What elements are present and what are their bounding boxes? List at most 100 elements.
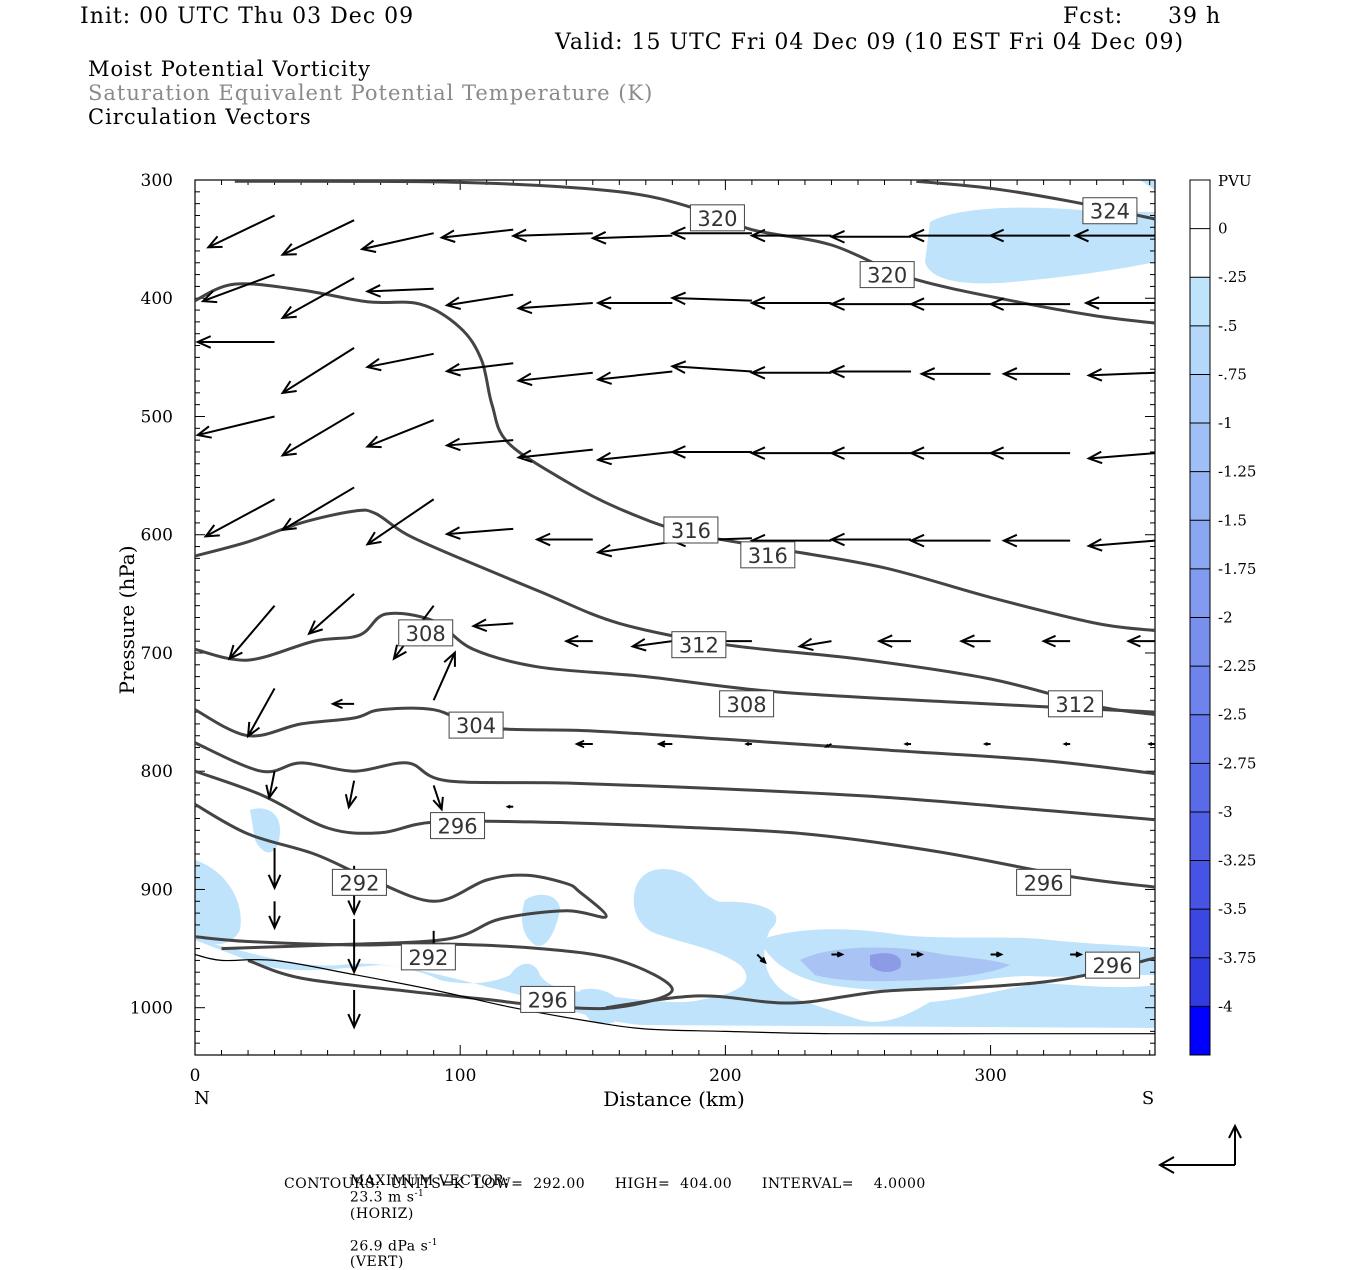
colorbar-swatch (1190, 666, 1210, 716)
circulation-vector (630, 638, 673, 652)
circulation-vector (590, 231, 673, 245)
contour-label: 316 (663, 516, 719, 544)
contour-label-text: 312 (679, 634, 719, 658)
pv-region-core (870, 953, 901, 972)
circulation-vector (200, 273, 275, 304)
circulation-vector (823, 743, 832, 748)
contour-label-text: 296 (1024, 871, 1064, 895)
contour-labels: 320 324 320 316 316 308 312 308 312 304 296 296 292 2… (331, 197, 1141, 1013)
circulation-vector (1086, 450, 1155, 465)
circulation-vector (988, 297, 1071, 311)
circulation-vector (829, 532, 912, 547)
colorbar-label: -1.75 (1218, 560, 1256, 578)
circulation-vector (1001, 533, 1071, 548)
circulation-vector (669, 226, 752, 240)
cross-section-chart: 320 324 320 316 316 308 312 308 312 304 296 296 292 2… (115, 171, 1256, 1174)
colorbar-swatch (1190, 811, 1210, 862)
colorbar-label: -1.25 (1218, 463, 1256, 481)
circulation-vector (1086, 538, 1155, 552)
contour-label: 292 (331, 868, 387, 896)
contour-label-text: 316 (748, 544, 788, 568)
contour-label-text: 324 (1090, 200, 1130, 224)
circulation-vector (364, 284, 434, 298)
circulation-vector (203, 498, 276, 538)
colorbar-swatch (1190, 860, 1210, 910)
contour-label: 320 (859, 261, 915, 289)
circulation-vector (911, 951, 925, 958)
colorbar-label: -.5 (1218, 317, 1237, 335)
field-mpv: Moist Potential Vorticity (88, 57, 371, 81)
contour-316 (195, 282, 1155, 632)
x-tick-label: 0 (190, 1066, 201, 1086)
valid-time: Valid: 15 UTC Fri 04 Dec 09 (10 EST Fri … (555, 30, 1185, 55)
circulation-vector (908, 533, 991, 548)
y-tick-label: 900 (141, 880, 173, 900)
y-tick-label: 700 (141, 644, 173, 664)
colorbar-label: -3.25 (1218, 852, 1256, 870)
circulation-vector (595, 540, 673, 558)
colorbar-label: -.75 (1218, 365, 1247, 383)
circulation-vector (908, 297, 991, 311)
circulation-vector (280, 219, 355, 256)
circulation-vector (829, 297, 912, 311)
circulation-vector (829, 446, 912, 460)
field-vectors: Circulation Vectors (88, 105, 312, 129)
circulation-vector (265, 771, 278, 801)
x-axis-title: Distance (km) (603, 1087, 745, 1111)
circulation-vector (268, 901, 281, 931)
contour-label-text: 320 (867, 264, 907, 288)
circulation-vector (958, 634, 991, 648)
circulation-vector (749, 365, 832, 380)
y-tick-labels: 300 400 500 600 700 800 900 1000 (130, 171, 173, 1019)
colorbar-label: -4 (1218, 997, 1233, 1015)
circulation-vector (656, 740, 673, 748)
colorbar-swatch (1190, 374, 1210, 424)
contour-label-text: 320 (697, 207, 737, 231)
max-horiz-value: 23.3 m s (349, 1189, 415, 1206)
y-tick-label: 300 (141, 171, 173, 191)
x-axis-north-label: N (194, 1088, 210, 1109)
contour-label-text: 296 (528, 988, 568, 1012)
y-tick-label: 1000 (130, 999, 173, 1019)
pv-region-lower (195, 869, 1155, 1028)
x-tick-label: 300 (974, 1066, 1006, 1086)
colorbar-swatch (1190, 617, 1210, 667)
circulation-vector (206, 214, 275, 249)
field-theta-es: Saturation Equivalent Potential Temperat… (88, 81, 654, 105)
ground-surface (195, 953, 1155, 1035)
circulation-vector (344, 780, 358, 810)
circulation-vector (908, 228, 991, 243)
max-vert-exponent: -1 (428, 1237, 439, 1248)
y-tick-label: 400 (141, 289, 173, 309)
contour-label-text: 292 (339, 871, 379, 895)
colorbar-swatch (1190, 423, 1210, 473)
colorbar-label: -1.5 (1218, 511, 1247, 529)
contour-292 (195, 802, 608, 951)
init-time: Init: 00 UTC Thu 03 Dec 09 (80, 4, 415, 29)
contour-label: 292 (400, 943, 456, 971)
pv-region-small3 (579, 988, 625, 1025)
colorbar-swatch (1190, 957, 1210, 1007)
contour-296 (605, 956, 1155, 1010)
contour-label-text: 296 (1093, 954, 1133, 978)
circulation-vector (280, 347, 355, 395)
circulation-vector (595, 370, 673, 385)
circulation-vector (1073, 228, 1155, 243)
circulation-vector (227, 605, 276, 661)
circulation-vector (744, 742, 752, 747)
contour-296 (195, 769, 1155, 889)
pv-region-right-mid (800, 947, 1010, 982)
circulation-vector (516, 371, 593, 387)
circulation-vector (432, 650, 456, 701)
contour-label-text: 308 (727, 693, 767, 717)
pv-shading (195, 180, 1155, 1028)
circulation-vector (195, 415, 275, 439)
contour-label-text: 292 (408, 946, 448, 970)
colorbar-swatch (1190, 909, 1210, 959)
circulation-vector (669, 291, 752, 306)
max-vector-label: MAXIMUM VECTOR: (349, 1173, 510, 1189)
y-tick-label: 600 (141, 526, 173, 546)
contour-label: 308 (398, 619, 454, 647)
circulation-vector (595, 450, 673, 466)
forecast-hour: 39 h (1168, 4, 1222, 29)
